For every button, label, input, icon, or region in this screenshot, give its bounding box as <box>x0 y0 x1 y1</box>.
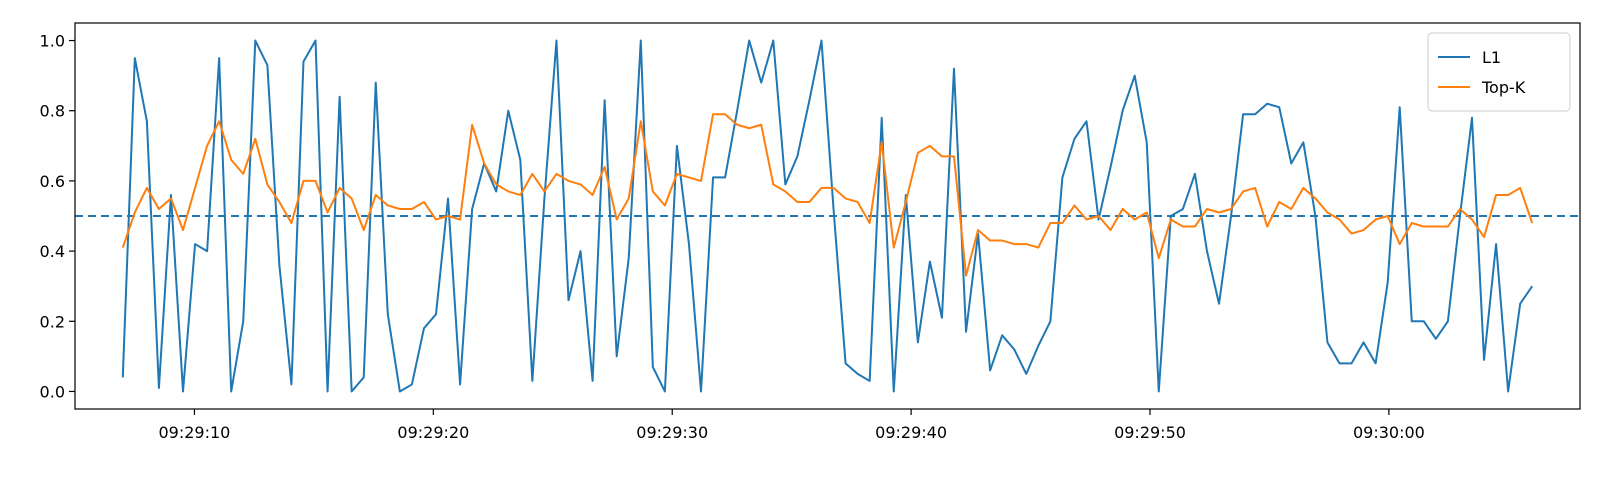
axes: 0.0 0.2 0.4 0.6 0.8 1.0 09:29:10 09:29:20 09:29:… <box>40 32 1425 442</box>
x-tick-label: 09:29:40 <box>875 423 947 442</box>
x-tick-label: 09:29:50 <box>1114 423 1186 442</box>
plot-frame <box>74 22 1581 410</box>
y-tick-label: 0.8 <box>40 102 65 121</box>
y-tick-label: 0.4 <box>40 242 65 261</box>
legend-box <box>1427 32 1571 112</box>
plot-area <box>75 39 1580 393</box>
x-tick-label: 09:29:20 <box>397 423 469 442</box>
y-tick-label: 1.0 <box>40 32 65 51</box>
series-line-l1 <box>121 39 1534 393</box>
x-tick-label: 09:29:10 <box>159 423 231 442</box>
x-tick-label: 09:30:00 <box>1353 423 1425 442</box>
y-tick-label: 0.0 <box>40 382 65 401</box>
x-tick-label: 09:29:30 <box>636 423 708 442</box>
legend-label-l1: L1 <box>1482 48 1501 67</box>
y-tick-label: 0.2 <box>40 312 65 331</box>
legend: L1 Top-K <box>1427 32 1571 112</box>
y-tick-label: 0.6 <box>40 172 65 191</box>
legend-label-top-k: Top-K <box>1481 78 1526 97</box>
series-line-top-k <box>121 113 1534 277</box>
